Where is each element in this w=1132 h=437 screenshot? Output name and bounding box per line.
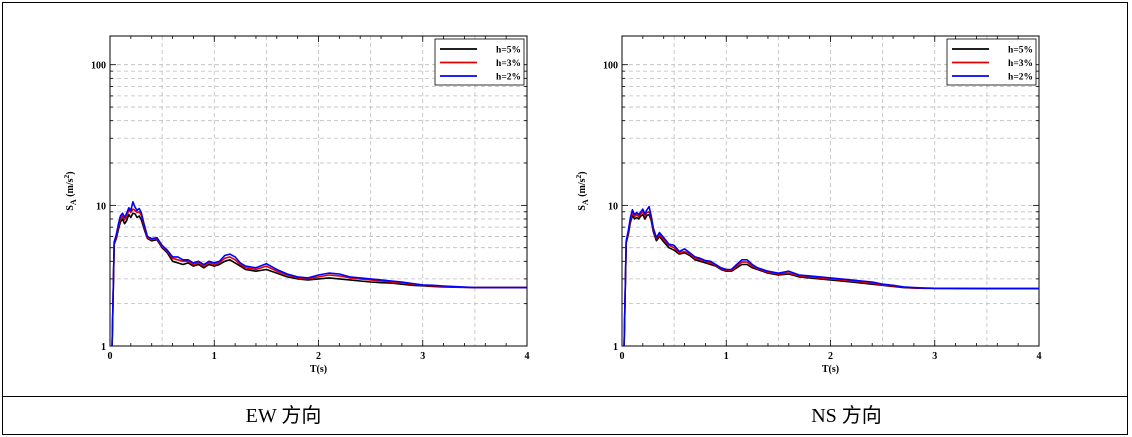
legend-label: h=2% (496, 73, 521, 83)
x-tick-label: 2 (828, 351, 833, 362)
x-tick-label: 3 (932, 351, 937, 362)
y-tick-label: 1 (101, 342, 106, 353)
legend: h=5% h=3% h=2% (946, 38, 1037, 86)
x-tick-label: 0 (108, 351, 113, 362)
caption-ew: EW 方向 (245, 405, 322, 427)
series-line-h=5% (111, 212, 527, 346)
y-axis-label: SA (m/s2) (574, 171, 590, 210)
y-tick-label: 100 (603, 61, 618, 72)
y-axis-label-close: ) (65, 171, 76, 174)
y-axis-label-main: S (577, 205, 588, 211)
series-line-h=2% (111, 201, 527, 346)
series-line-h=5% (623, 213, 1039, 346)
y-axis-label-unit: (m/s (577, 178, 588, 199)
legend-label: h=3% (496, 59, 521, 69)
caption-divider (2, 396, 1128, 397)
y-tick-label: 10 (608, 201, 618, 212)
series-line-h=2% (623, 205, 1039, 346)
x-tick-label: 2 (316, 351, 321, 362)
x-tick-label: 4 (1037, 351, 1042, 362)
y-axis-label-sub: A (69, 199, 78, 205)
tick-marks (109, 36, 528, 347)
legend-label: h=5% (1008, 46, 1033, 56)
series-group (111, 201, 527, 346)
y-axis-label-sub: A (581, 199, 590, 205)
x-tick-label: 1 (724, 351, 729, 362)
y-tick-label: 1 (613, 342, 618, 353)
x-tick-label: 3 (420, 351, 425, 362)
legend-label: h=2% (1008, 73, 1033, 83)
y-axis-label-close: ) (577, 171, 588, 174)
y-axis-label-unit: (m/s (65, 178, 76, 199)
tick-marks (621, 36, 1040, 347)
series-line-h=3% (111, 208, 527, 346)
y-tick-label: 10 (96, 201, 106, 212)
x-tick-label: 1 (212, 351, 217, 362)
x-axis-label: T(s) (310, 364, 327, 375)
x-axis-label: T(s) (822, 364, 839, 375)
x-tick-label: 0 (620, 351, 625, 362)
grid (110, 36, 527, 346)
y-axis-label-sup: 2 (62, 174, 71, 178)
legend-label: h=5% (496, 46, 521, 56)
y-axis-label-main: S (65, 205, 76, 211)
legend: h=5% h=3% h=2% (434, 38, 525, 86)
series-group (623, 205, 1039, 346)
x-tick-label: 4 (525, 351, 530, 362)
y-tick-label: 100 (91, 61, 106, 72)
y-axis-label-sup: 2 (574, 174, 583, 178)
y-axis-label: SA (m/s2) (62, 171, 78, 210)
grid (622, 36, 1039, 346)
caption-row: EW 方向 NS 方向 (2, 397, 1128, 435)
legend-label: h=3% (1008, 59, 1033, 69)
caption-ns: NS 方向 (811, 405, 882, 427)
